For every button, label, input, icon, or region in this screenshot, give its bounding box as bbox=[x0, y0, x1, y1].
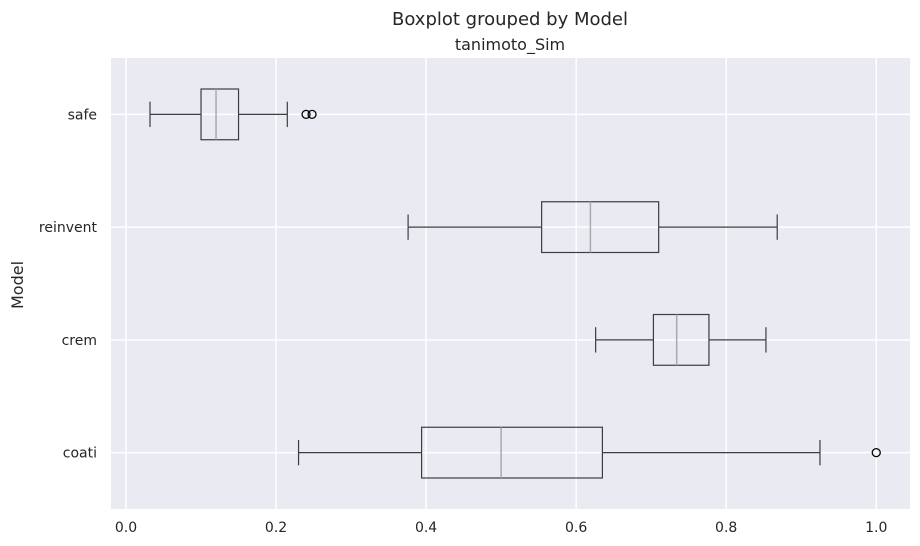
chart-subtitle: tanimoto_Sim bbox=[455, 35, 565, 55]
y-axis-label: Model bbox=[8, 261, 27, 309]
boxes bbox=[149, 88, 881, 479]
plot-area bbox=[111, 58, 910, 509]
box-iqr bbox=[541, 201, 660, 254]
x-tick-label: 0.8 bbox=[715, 520, 737, 536]
x-tick-label: 0.4 bbox=[415, 520, 437, 536]
outlier-point bbox=[307, 109, 317, 120]
x-tick-label: 0.6 bbox=[565, 520, 587, 536]
y-tick-label: crem bbox=[62, 333, 97, 349]
y-tick-label: reinvent bbox=[39, 220, 98, 236]
y-tick-labels: safe reinvent crem coati bbox=[39, 107, 98, 461]
chart-title: Boxplot grouped by Model bbox=[392, 9, 628, 30]
box-crem bbox=[595, 313, 767, 366]
box-coati bbox=[297, 426, 881, 479]
outlier-point bbox=[301, 109, 311, 120]
box-reinvent bbox=[407, 201, 778, 254]
x-tick-label: 0.2 bbox=[265, 520, 287, 536]
box-safe bbox=[149, 88, 317, 141]
box-iqr bbox=[200, 88, 240, 141]
outlier-point bbox=[871, 447, 881, 458]
box-iqr bbox=[420, 426, 604, 479]
x-tick-label: 1.0 bbox=[865, 520, 887, 536]
box-iqr bbox=[652, 313, 710, 366]
x-tick-labels: 0.0 0.2 0.4 0.6 0.8 1.0 bbox=[115, 520, 888, 536]
y-tick-label: safe bbox=[68, 107, 97, 123]
y-tick-label: coati bbox=[63, 446, 97, 462]
x-tick-label: 0.0 bbox=[115, 520, 137, 536]
